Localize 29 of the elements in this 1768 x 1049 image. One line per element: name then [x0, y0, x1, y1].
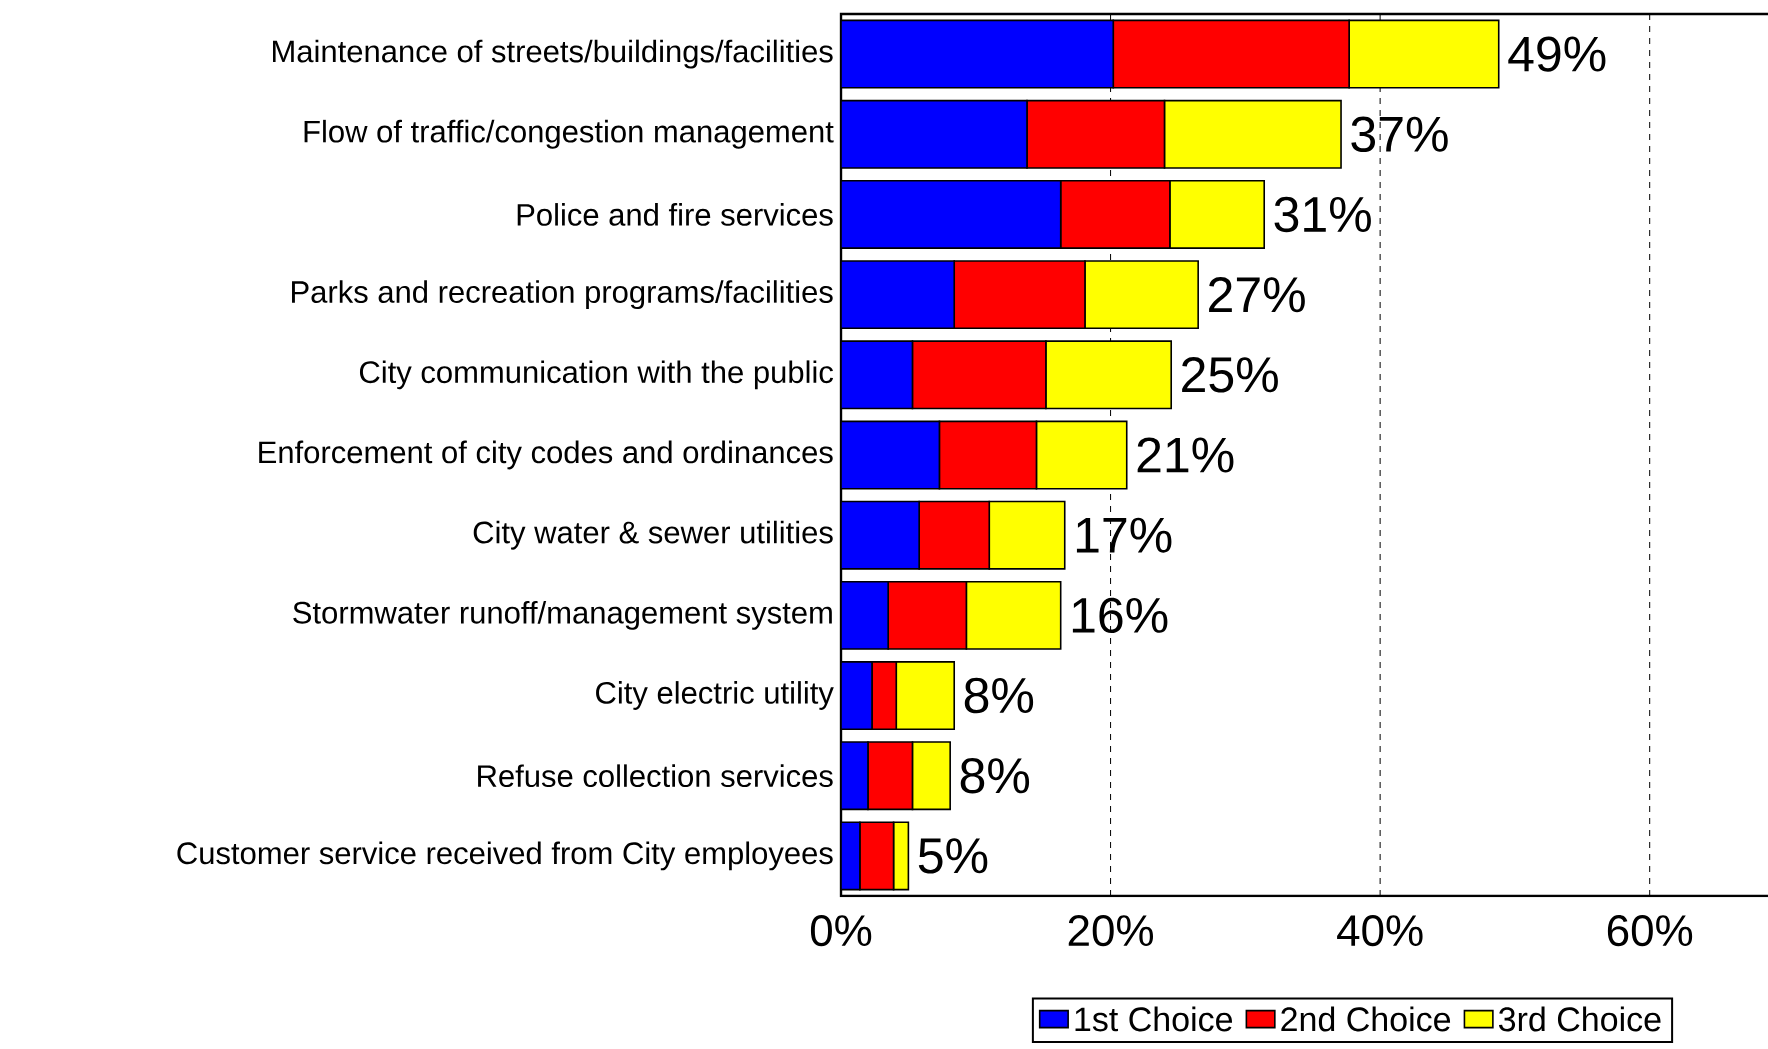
- x-tick-label: 20%: [1068, 915, 1153, 947]
- y-tick-label: Enforcement of city codes and ordinances: [259, 440, 833, 470]
- legend-label: 2nd Choice: [1281, 1006, 1451, 1032]
- y-tick-label: City communication with the public: [359, 360, 834, 390]
- y-tick-label: Customer service received from City employees: [177, 841, 833, 871]
- y-tick-label: Flow of traffic/congestion management: [304, 119, 834, 149]
- total-label: 8%: [960, 758, 1030, 794]
- total-label: 31%: [1274, 196, 1371, 233]
- y-tick-label: City electric utility: [596, 681, 834, 710]
- total-label: 21%: [1137, 437, 1234, 473]
- total-label: 17%: [1076, 517, 1172, 553]
- legend-label: 3rd Choice: [1498, 1006, 1661, 1032]
- y-tick-label: Stormwater runoff/management system: [293, 600, 832, 630]
- x-tick-label: 60%: [1607, 915, 1693, 947]
- y-tick-label: City water & sewer utilities: [473, 520, 833, 550]
- total-label: 16%: [1072, 597, 1168, 634]
- legend-label: 1st Choice: [1075, 1006, 1233, 1032]
- total-label: 8%: [964, 677, 1034, 714]
- y-tick-label: Parks and recreation programs/facilities: [292, 280, 833, 310]
- total-label: 5%: [918, 838, 988, 874]
- y-tick-label: Refuse collection services: [478, 764, 833, 788]
- total-label: 37%: [1351, 116, 1448, 152]
- y-tick-label: Police and fire services: [517, 203, 833, 226]
- total-label: 25%: [1182, 357, 1278, 393]
- x-tick-label: 0%: [810, 915, 872, 947]
- y-tick-label: Maintenance of streets/buildings/facilities: [273, 39, 833, 69]
- x-tick-label: 40%: [1337, 915, 1423, 947]
- total-label: 49%: [1508, 36, 1606, 72]
- total-label: 27%: [1209, 277, 1305, 313]
